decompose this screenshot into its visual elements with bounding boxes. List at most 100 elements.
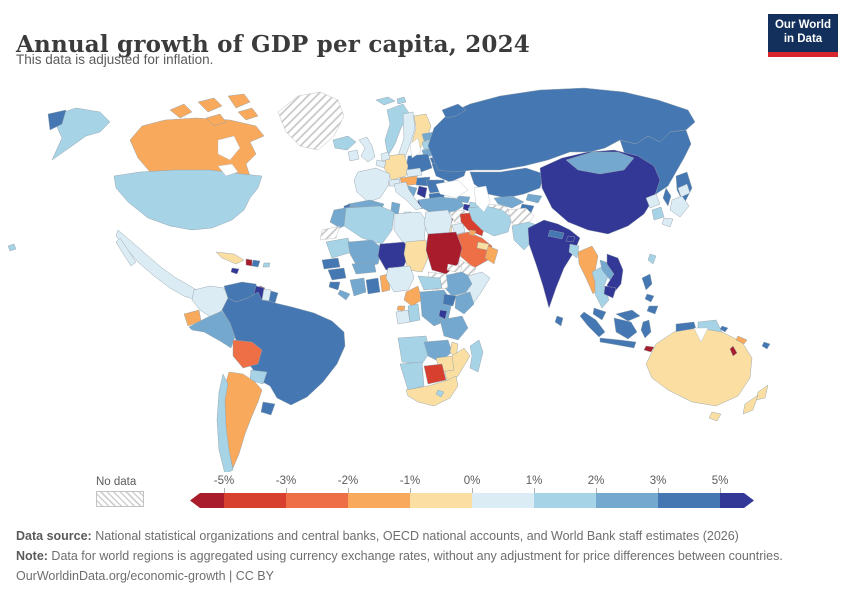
country-philippines[interactable]: [646, 305, 659, 315]
country-tanzania[interactable]: [439, 315, 469, 341]
legend-segment-7[interactable]: [596, 493, 658, 508]
country-iran[interactable]: [467, 205, 513, 237]
country-ireland[interactable]: [347, 149, 360, 162]
country-uganda[interactable]: [442, 293, 457, 307]
no-data-swatch[interactable]: [96, 491, 144, 507]
country-belgium[interactable]: [375, 159, 387, 169]
country-haiti[interactable]: [245, 258, 253, 267]
owid-logo[interactable]: Our World in Data: [768, 14, 838, 57]
legend-segment-5[interactable]: [472, 493, 534, 508]
country-east_timor[interactable]: [643, 345, 655, 353]
country-australia[interactable]: [708, 411, 722, 422]
country-cambodia[interactable]: [603, 285, 617, 299]
country-nigeria[interactable]: [385, 265, 415, 293]
country-taiwan[interactable]: [647, 253, 657, 265]
country-uae[interactable]: [476, 241, 490, 251]
country-bangladesh[interactable]: [568, 243, 580, 259]
country-sweden[interactable]: [397, 111, 416, 161]
country-namibia[interactable]: [399, 361, 425, 391]
legend-segment-8[interactable]: [658, 493, 720, 508]
country-czechia[interactable]: [405, 167, 423, 178]
country-canada[interactable]: [227, 93, 251, 109]
country-iceland[interactable]: [332, 135, 357, 151]
country-uzbekistan[interactable]: [493, 195, 525, 209]
country-new_caledonia[interactable]: [735, 335, 748, 345]
country-burkina_faso[interactable]: [351, 261, 377, 275]
country-afghanistan[interactable]: [507, 207, 535, 227]
country-south_africa[interactable]: [405, 375, 459, 407]
country-sri_lanka[interactable]: [554, 315, 564, 327]
country-sierra_leone[interactable]: [328, 281, 341, 291]
country-mauritania[interactable]: [325, 237, 353, 259]
country-botswana[interactable]: [423, 363, 447, 385]
country-svalbard[interactable]: [396, 96, 407, 105]
country-new_zealand[interactable]: [742, 394, 759, 415]
country-ghana[interactable]: [365, 277, 381, 295]
country-usa[interactable]: [7, 243, 17, 252]
country-canada[interactable]: [169, 103, 193, 119]
country-india[interactable]: [527, 219, 581, 309]
country-indonesia[interactable]: [599, 337, 637, 349]
country-japan[interactable]: [669, 195, 690, 218]
country-mexico[interactable]: [115, 237, 137, 267]
legend-segment-4[interactable]: [410, 493, 472, 508]
country-france[interactable]: [353, 167, 391, 203]
country-canada[interactable]: [237, 107, 259, 121]
country-western_sahara[interactable]: [319, 225, 341, 241]
country-canada[interactable]: [205, 113, 227, 127]
country-russia[interactable]: [47, 109, 67, 131]
country-japan[interactable]: [677, 183, 691, 198]
country-kenya[interactable]: [454, 291, 475, 315]
country-madagascar[interactable]: [469, 339, 484, 373]
legend-no-data[interactable]: No data: [96, 476, 156, 507]
country-serbia[interactable]: [416, 185, 428, 199]
country-ivory_coast[interactable]: [349, 277, 367, 297]
citation-link[interactable]: OurWorldinData.org/economic-growth | CC …: [16, 569, 274, 583]
country-guinea[interactable]: [327, 267, 347, 281]
country-niger[interactable]: [377, 241, 411, 271]
country-vanuatu[interactable]: [729, 345, 738, 357]
country-turkey[interactable]: [417, 196, 465, 214]
country-malaysia[interactable]: [615, 309, 641, 322]
country-chad[interactable]: [403, 239, 429, 273]
country-new_zealand[interactable]: [755, 384, 769, 401]
country-liberia[interactable]: [337, 289, 351, 301]
country-australia[interactable]: [645, 327, 753, 407]
legend-color-bar[interactable]: [190, 493, 754, 508]
country-japan[interactable]: [661, 217, 674, 228]
legend-segment-0[interactable]: [190, 493, 224, 508]
legend-segment-1[interactable]: [224, 493, 286, 508]
country-gabon[interactable]: [395, 309, 411, 325]
country-svalbard[interactable]: [375, 96, 396, 106]
country-south_korea[interactable]: [651, 206, 665, 221]
country-uk[interactable]: [358, 136, 376, 163]
country-russia[interactable]: [662, 187, 672, 207]
country-cameroon[interactable]: [403, 285, 423, 307]
country-equatorial_guinea[interactable]: [396, 305, 406, 312]
country-kyrgyzstan[interactable]: [525, 193, 543, 204]
country-north_korea[interactable]: [645, 193, 661, 209]
country-mongolia[interactable]: [565, 151, 635, 175]
legend-segment-6[interactable]: [534, 493, 596, 508]
country-algeria[interactable]: [343, 205, 395, 245]
country-paraguay[interactable]: [249, 369, 268, 385]
country-indonesia[interactable]: [579, 311, 606, 338]
country-bhutan[interactable]: [565, 235, 576, 243]
country-nepal[interactable]: [547, 229, 565, 240]
country-lesotho[interactable]: [435, 389, 445, 398]
country-canada[interactable]: [197, 97, 223, 113]
country-usa[interactable]: [51, 107, 111, 161]
country-usa[interactable]: [113, 169, 263, 231]
country-chile[interactable]: [216, 373, 234, 472]
country-philippines[interactable]: [644, 293, 655, 303]
country-angola[interactable]: [397, 335, 431, 365]
country-mexico[interactable]: [115, 229, 201, 301]
legend-segment-9[interactable]: [720, 493, 754, 508]
country-philippines[interactable]: [641, 273, 653, 291]
country-malaysia[interactable]: [592, 307, 607, 321]
country-kuwait[interactable]: [468, 229, 477, 237]
country-bolivia[interactable]: [232, 339, 263, 369]
country-car[interactable]: [417, 275, 443, 291]
world-choropleth-map[interactable]: [0, 80, 850, 472]
country-netherlands[interactable]: [380, 151, 391, 162]
